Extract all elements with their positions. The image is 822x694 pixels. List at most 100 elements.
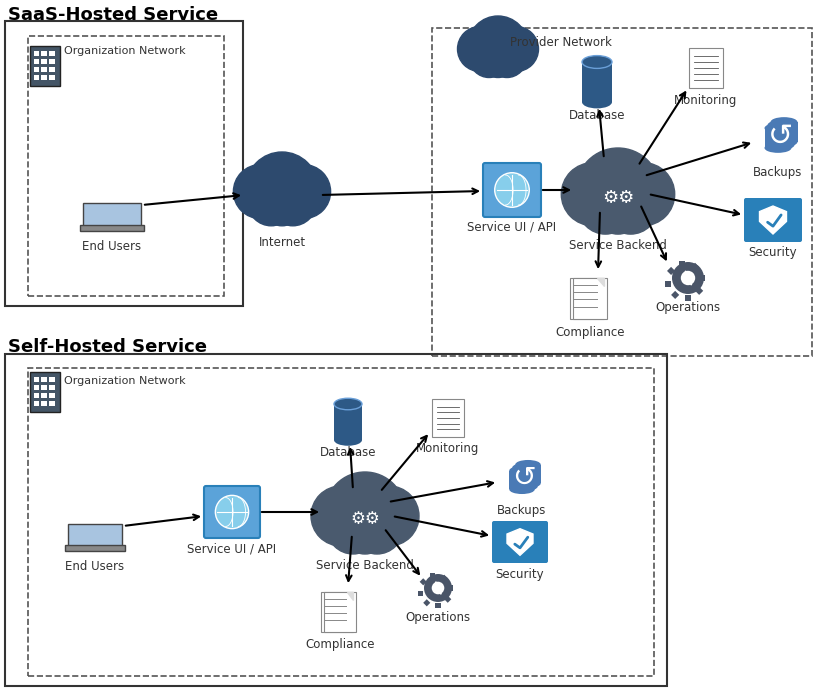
Circle shape <box>270 179 316 226</box>
Bar <box>573 278 607 319</box>
Bar <box>432 399 464 437</box>
Circle shape <box>276 164 330 219</box>
Bar <box>671 291 679 299</box>
Ellipse shape <box>515 479 541 488</box>
Ellipse shape <box>770 117 797 127</box>
Bar <box>770 122 797 142</box>
Text: Compliance: Compliance <box>555 326 625 339</box>
Bar <box>41 393 47 398</box>
Bar <box>34 385 39 390</box>
Bar <box>34 51 39 56</box>
Bar <box>65 545 125 551</box>
Circle shape <box>468 16 528 76</box>
Text: Database: Database <box>569 109 626 122</box>
FancyBboxPatch shape <box>492 521 548 563</box>
Text: Self-Hosted Service: Self-Hosted Service <box>8 338 207 356</box>
Text: Service UI / API: Service UI / API <box>468 220 556 233</box>
Bar <box>431 573 436 578</box>
Polygon shape <box>760 206 787 234</box>
Ellipse shape <box>582 56 612 69</box>
Text: Provider Network: Provider Network <box>510 36 612 49</box>
Bar <box>691 263 700 271</box>
Circle shape <box>495 173 529 208</box>
Circle shape <box>681 271 695 285</box>
Bar <box>49 378 54 382</box>
Circle shape <box>469 38 509 78</box>
Circle shape <box>612 162 675 226</box>
Bar <box>41 385 47 390</box>
Polygon shape <box>507 529 533 555</box>
Circle shape <box>493 26 538 71</box>
Text: Organization Network: Organization Network <box>64 46 186 56</box>
Text: Database: Database <box>320 446 376 459</box>
Circle shape <box>487 38 527 78</box>
Circle shape <box>215 496 248 529</box>
Bar <box>679 261 685 266</box>
Bar <box>41 75 47 80</box>
Bar <box>512 468 538 486</box>
Bar <box>49 59 54 64</box>
FancyBboxPatch shape <box>483 163 541 217</box>
Text: Monitoring: Monitoring <box>674 94 737 107</box>
Bar <box>41 59 47 64</box>
Text: SaaS-Hosted Service: SaaS-Hosted Service <box>8 6 218 24</box>
Circle shape <box>351 502 403 554</box>
Text: Organization Network: Organization Network <box>64 376 186 386</box>
Bar <box>420 578 427 585</box>
Bar <box>667 267 675 275</box>
Circle shape <box>480 42 516 78</box>
Ellipse shape <box>512 482 538 491</box>
Bar <box>34 393 39 398</box>
Text: Operations: Operations <box>405 611 470 624</box>
Bar <box>685 295 690 301</box>
Bar <box>49 51 54 56</box>
Text: Compliance: Compliance <box>305 638 375 651</box>
Bar <box>768 125 795 145</box>
Text: End Users: End Users <box>66 560 125 573</box>
Text: Monitoring: Monitoring <box>416 442 480 455</box>
Polygon shape <box>347 593 353 600</box>
Bar <box>41 51 47 56</box>
Bar <box>432 28 812 356</box>
Bar <box>448 586 453 591</box>
Circle shape <box>359 486 419 546</box>
Ellipse shape <box>768 120 795 130</box>
Ellipse shape <box>515 460 541 469</box>
Circle shape <box>233 164 288 219</box>
Text: Security: Security <box>749 246 797 259</box>
Circle shape <box>432 582 445 594</box>
Bar <box>80 225 144 231</box>
Bar <box>30 46 60 86</box>
Ellipse shape <box>768 140 795 150</box>
Bar <box>49 385 54 390</box>
Bar <box>441 575 448 582</box>
Bar <box>34 378 39 382</box>
Bar <box>510 471 535 489</box>
Bar <box>30 372 60 412</box>
Ellipse shape <box>334 398 362 409</box>
Ellipse shape <box>582 96 612 108</box>
Bar <box>28 36 224 296</box>
FancyBboxPatch shape <box>744 198 802 242</box>
Bar <box>321 593 353 632</box>
Bar <box>700 275 705 281</box>
Bar <box>665 281 671 287</box>
Bar <box>49 75 54 80</box>
Bar <box>28 368 654 676</box>
Circle shape <box>261 183 303 226</box>
Bar <box>334 404 362 440</box>
Bar <box>5 354 667 686</box>
Bar <box>41 401 47 406</box>
Text: ↺: ↺ <box>512 464 536 492</box>
Text: Service Backend: Service Backend <box>569 239 667 252</box>
Bar <box>49 393 54 398</box>
Circle shape <box>576 148 660 232</box>
Circle shape <box>593 184 643 234</box>
Circle shape <box>578 180 633 234</box>
Text: ⚙⚙: ⚙⚙ <box>602 189 634 207</box>
Ellipse shape <box>770 137 797 147</box>
Bar <box>41 67 47 72</box>
Text: Service UI / API: Service UI / API <box>187 542 276 555</box>
Text: Backups: Backups <box>753 166 803 179</box>
Text: Service Backend: Service Backend <box>316 559 414 572</box>
